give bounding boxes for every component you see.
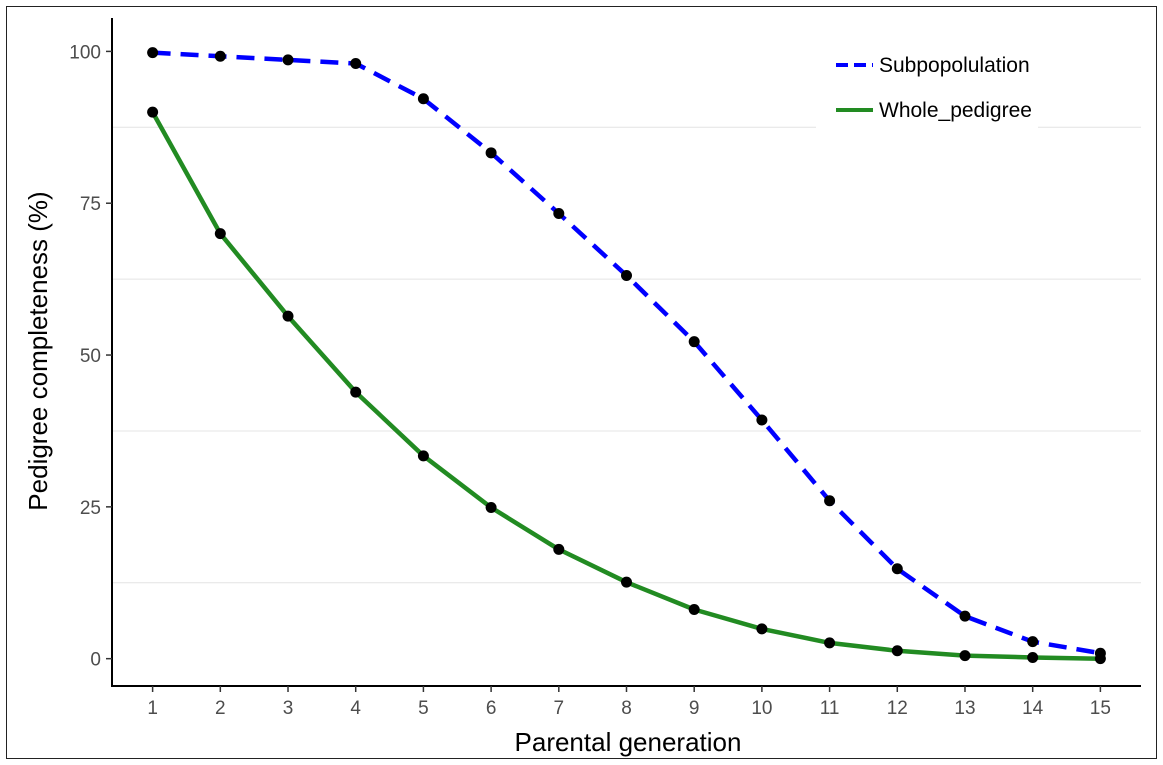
x-tick-label: 1: [147, 698, 158, 719]
x-tick-label: 9: [689, 698, 700, 719]
y-tick-label: 100: [69, 42, 101, 63]
x-tick-label: 13: [954, 698, 975, 719]
data-point-whole-pedigree: [282, 310, 294, 322]
x-tick-label: 4: [350, 698, 361, 719]
x-axis-title: Parental generation: [515, 727, 742, 757]
x-tick-label: 15: [1090, 698, 1111, 719]
data-point-subpopulation: [417, 93, 429, 105]
x-tick-label: 2: [215, 698, 226, 719]
x-tick-label: 7: [554, 698, 565, 719]
gridlines: [112, 126, 1141, 584]
data-point-whole-pedigree: [756, 623, 768, 635]
data-point-whole-pedigree: [891, 645, 903, 657]
x-tick-label: 10: [751, 698, 772, 719]
data-point-subpopulation: [485, 147, 497, 159]
data-point-subpopulation: [147, 47, 159, 59]
x-tick-label: 8: [621, 698, 632, 719]
data-point-subpopulation: [1027, 636, 1039, 648]
y-tick-label: 0: [90, 650, 101, 671]
x-tick-label: 11: [820, 698, 840, 719]
legend-background: [816, 34, 1038, 130]
data-point-whole-pedigree: [1027, 651, 1039, 663]
data-point-subpopulation: [959, 610, 971, 622]
data-point-whole-pedigree: [485, 501, 497, 513]
x-ticks: 1 2 3 4 5 6 7 8 9 10 11 12 13 14 15: [147, 686, 1111, 719]
x-tick-label: 3: [283, 698, 294, 719]
y-tick-label: 75: [80, 194, 101, 215]
data-points: [147, 47, 1106, 665]
legend: Subpopolulation Whole_pedigree: [816, 34, 1038, 130]
legend-label-subpopulation: Subpopolulation: [879, 54, 1030, 77]
x-tick-label: 6: [486, 698, 497, 719]
x-tick-label: 5: [418, 698, 429, 719]
data-point-subpopulation: [824, 495, 836, 507]
legend-label-whole-pedigree: Whole_pedigree: [879, 99, 1032, 122]
data-point-whole-pedigree: [959, 650, 971, 662]
y-axis-title: Pedigree completeness (%): [23, 191, 53, 510]
data-point-whole-pedigree: [1094, 653, 1106, 665]
data-point-whole-pedigree: [824, 637, 836, 649]
data-point-subpopulation: [350, 58, 362, 70]
chart-frame: [6, 6, 1157, 759]
data-point-subpopulation: [688, 336, 700, 348]
x-tick-label: 12: [887, 698, 908, 719]
data-point-whole-pedigree: [688, 603, 700, 615]
data-point-subpopulation: [282, 54, 294, 66]
series-lines: [150, 50, 1101, 661]
data-point-subpopulation: [553, 208, 565, 220]
y-tick-label: 25: [80, 498, 101, 519]
y-tick-label: 50: [80, 346, 101, 367]
data-point-whole-pedigree: [147, 106, 159, 118]
data-point-whole-pedigree: [621, 576, 632, 588]
data-point-whole-pedigree: [553, 543, 565, 555]
data-point-whole-pedigree: [417, 450, 429, 462]
data-point-subpopulation: [214, 50, 226, 62]
y-ticks: 0 25 50 75 100: [69, 42, 112, 671]
data-point-whole-pedigree: [350, 386, 362, 398]
data-point-subpopulation: [621, 269, 632, 281]
series-line-subpopulation: [152, 50, 1101, 656]
data-point-subpopulation: [756, 414, 768, 426]
x-tick-label: 14: [1022, 698, 1044, 719]
data-point-subpopulation: [891, 563, 903, 575]
data-point-whole-pedigree: [214, 228, 226, 240]
